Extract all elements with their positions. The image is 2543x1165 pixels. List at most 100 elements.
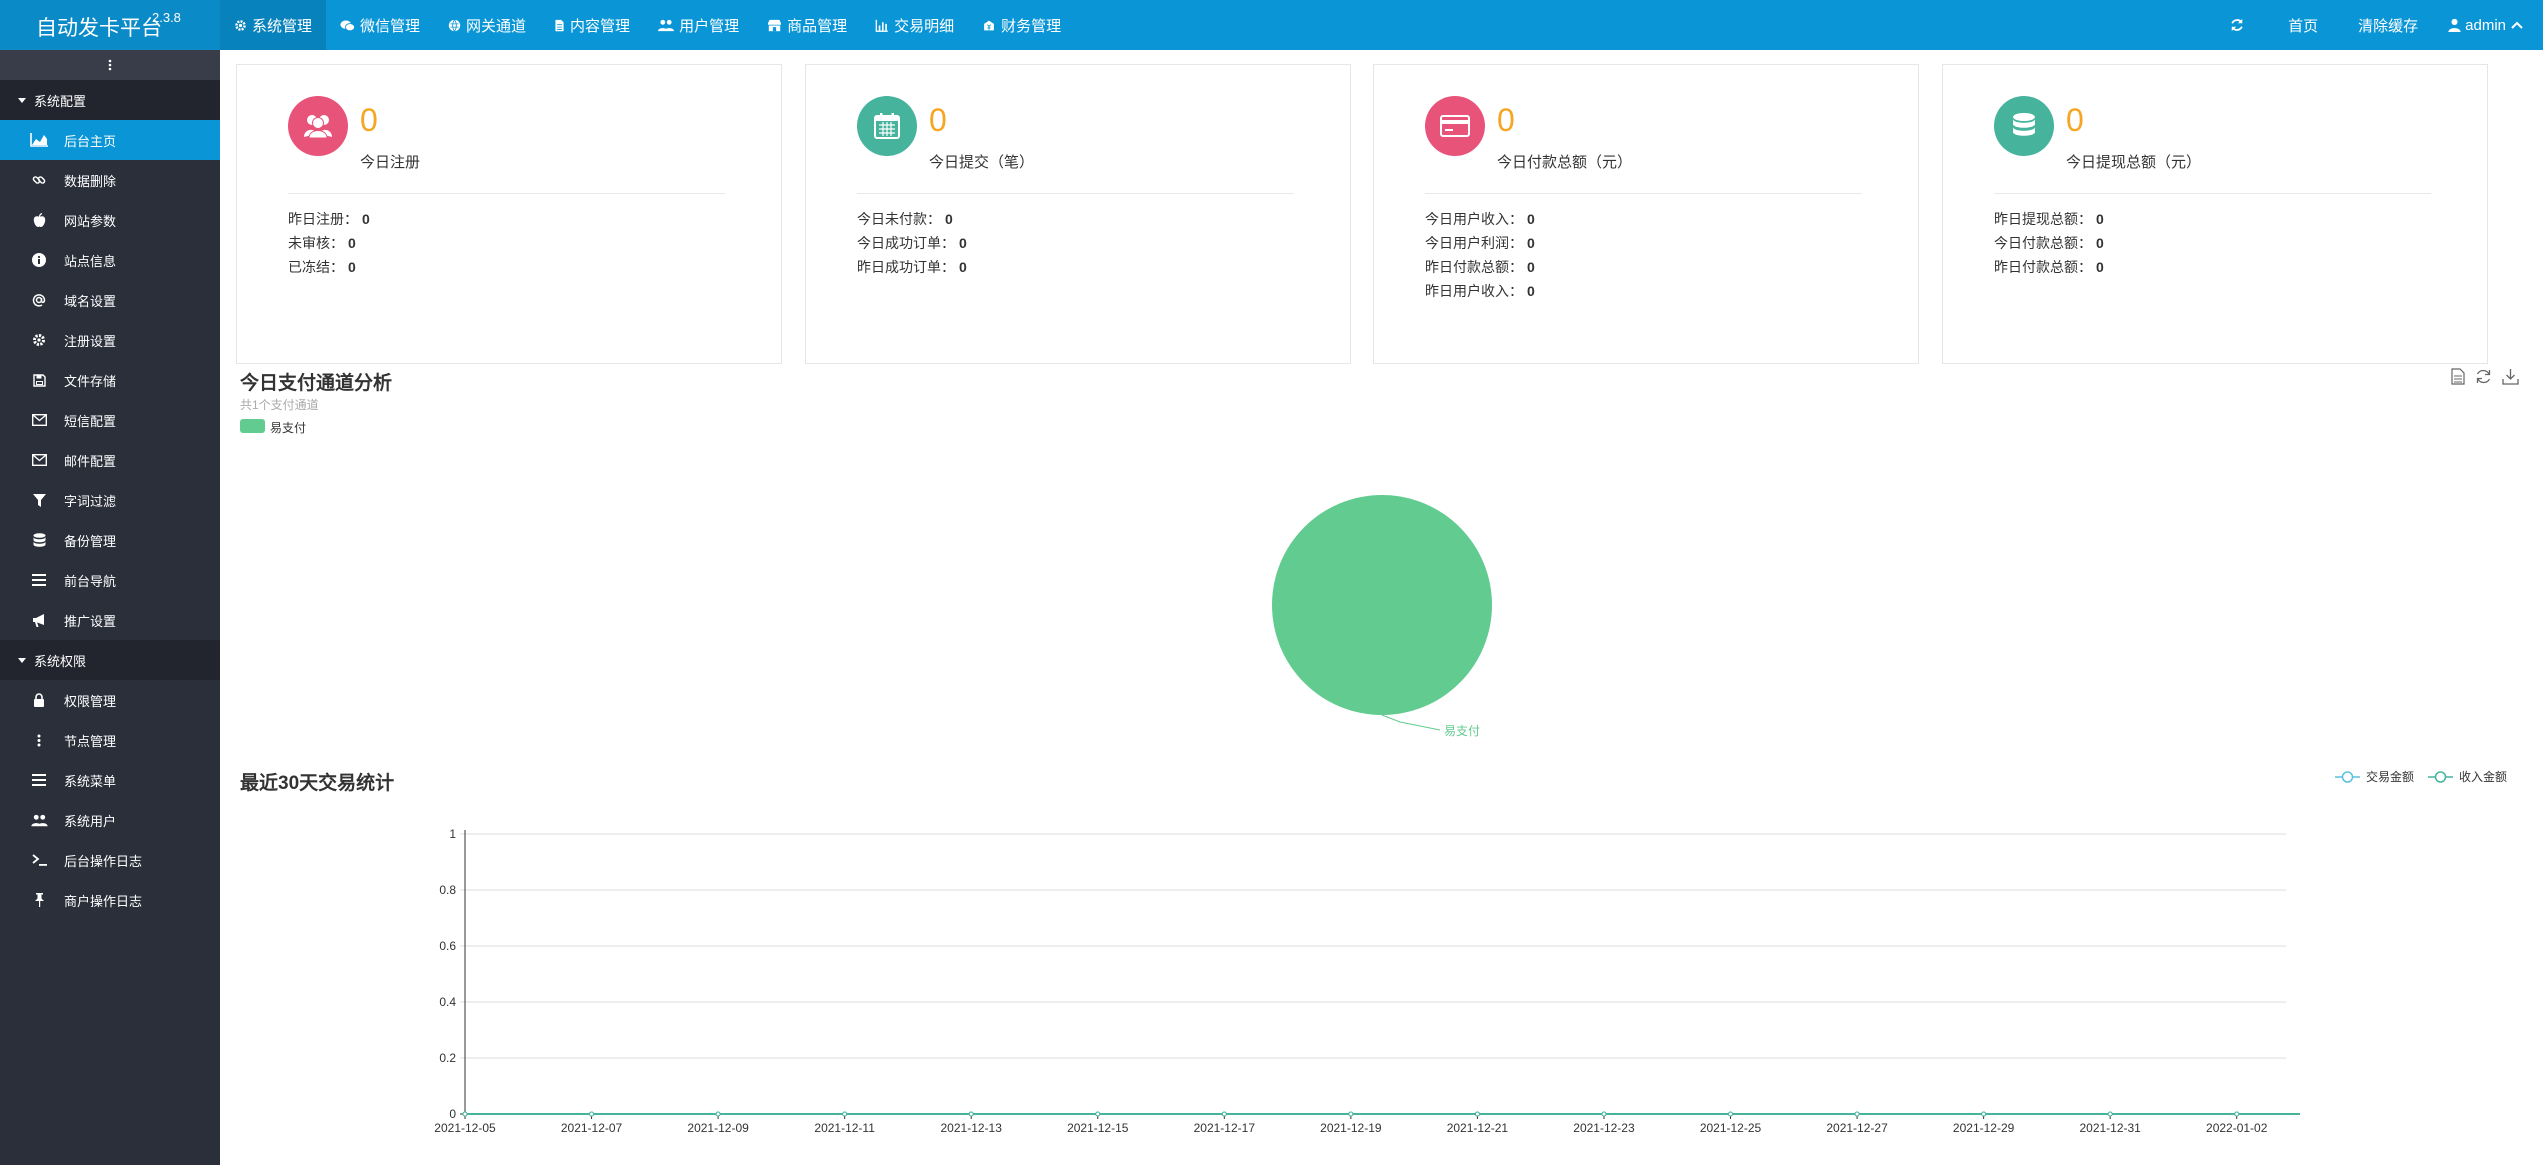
data-point[interactable] [2107,1111,2113,1117]
sidebar-item-domain[interactable]: 域名设置 [0,280,220,320]
data-point[interactable] [462,1111,468,1117]
sidebar-item-promotion[interactable]: 推广设置 [0,600,220,640]
sidebar-item-front-nav[interactable]: 前台导航 [0,560,220,600]
y-tick-label: 0 [449,1107,456,1121]
caret-down-icon [18,657,26,663]
sidebar-item-data-delete[interactable]: 数据删除 [0,160,220,200]
sidebar-collapse-button[interactable] [0,50,220,80]
sidebar-item-menu[interactable]: 系统菜单 [0,760,220,800]
divider [857,193,1294,194]
stat-row-key: 今日成功订单： [857,235,955,251]
sidebar-item-node[interactable]: 节点管理 [0,720,220,760]
legend-item-transactions[interactable]: 交易金额 [2334,768,2414,785]
sidebar-item-label: 短信配置 [64,413,117,429]
sidebar-item-admin-log[interactable]: 后台操作日志 [0,840,220,880]
save-icon [30,371,48,389]
sidebar-item-backup[interactable]: 备份管理 [0,520,220,560]
data-point[interactable] [968,1111,974,1117]
data-point[interactable] [1601,1111,1607,1117]
data-point[interactable] [589,1111,595,1117]
sidebar-item-sys-users[interactable]: 系统用户 [0,800,220,840]
sidebar-item-site-params[interactable]: 网站参数 [0,200,220,240]
nav-system[interactable]: 系统管理 [220,0,327,50]
stat-details: 今日用户收入： 0 今日用户利润： 0 昨日付款总额： 0 昨日用户收入： 0 [1425,207,1535,303]
line-chart-legend: 交易金额 收入金额 [2321,768,2507,785]
data-view-button[interactable] [2451,368,2465,385]
nav-gateway[interactable]: 网关通道 [434,0,540,50]
home-link[interactable]: 首页 [2288,17,2319,35]
data-point[interactable] [1854,1111,1860,1117]
sidebar-item-site-info[interactable]: 站点信息 [0,240,220,280]
save-image-button[interactable] [2502,368,2519,385]
restore-button[interactable] [2475,368,2492,385]
legend-marker [2334,770,2360,783]
sidebar-item-label: 后台主页 [64,133,117,149]
sidebar-group-system-config[interactable]: 系统配置 [0,80,220,120]
pie-slice-label: 易支付 [1444,724,1481,738]
stat-row: 今日付款总额： 0 [1994,231,2104,255]
nav-users[interactable]: 用户管理 [644,0,753,50]
user-menu[interactable]: admin [2448,17,2527,34]
sidebar-item-label: 权限管理 [64,693,117,709]
data-point[interactable] [1095,1111,1101,1117]
sidebar-item-label: 节点管理 [64,733,117,749]
stat-row-key: 昨日成功订单： [857,259,955,275]
nav-finance[interactable]: 财务管理 [968,0,1075,50]
stat-card-submissions: 0 今日提交（笔） 今日未付款： 0 今日成功订单： 0 昨日成功订单： 0 [805,64,1351,364]
nav-label: 交易明细 [894,17,955,35]
chevron-up-icon [2511,21,2523,29]
stat-label: 今日付款总额（元） [1497,154,1633,171]
sidebar-item-register[interactable]: 注册设置 [0,320,220,360]
cog-icon [30,331,48,349]
sidebar-item-label: 文件存储 [64,373,117,389]
sidebar-item-sms[interactable]: 短信配置 [0,400,220,440]
envelope-icon [30,411,48,429]
sidebar-item-label: 字词过滤 [64,493,117,509]
stat-row-value: 0 [945,211,953,227]
data-point[interactable] [715,1111,721,1117]
sidebar-item-label: 前台导航 [64,573,117,589]
data-point[interactable] [842,1111,848,1117]
data-point[interactable] [1728,1111,1734,1117]
data-point[interactable] [1348,1111,1354,1117]
x-tick-label: 2021-12-31 [2079,1121,2141,1135]
ellipsis-vertical-icon [108,59,112,71]
sidebar-item-email[interactable]: 邮件配置 [0,440,220,480]
sidebar-item-permission[interactable]: 权限管理 [0,680,220,720]
nav-wechat[interactable]: 微信管理 [326,0,434,50]
nav-content[interactable]: 内容管理 [540,0,644,50]
sidebar-item-storage[interactable]: 文件存储 [0,360,220,400]
chart-toolbox [2441,368,2519,385]
data-point[interactable] [2234,1111,2240,1117]
clear-cache-link[interactable]: 清除缓存 [2358,17,2419,35]
calendar-icon [874,113,900,139]
pie-legend-swatch[interactable] [240,419,265,433]
nav-transactions[interactable]: 交易明细 [861,0,968,50]
y-tick-label: 1 [449,827,456,841]
sidebar-item-label: 商户操作日志 [64,893,143,909]
data-point[interactable] [1474,1111,1480,1117]
divider [1425,193,1862,194]
pie-legend-label[interactable]: 易支付 [270,421,307,435]
pie-chart-title: 今日支付通道分析 [240,373,393,394]
brand-name: 自动发卡平台 [36,17,162,40]
stat-label: 今日提交（笔） [929,154,1035,171]
brand[interactable]: 自动发卡平台 2.3.8 [0,0,220,50]
legend-item-income[interactable]: 收入金额 [2427,768,2507,785]
pie-chart-subtitle: 共1个支付通道 [240,398,319,412]
refresh-button[interactable] [2230,18,2248,32]
data-point[interactable] [1981,1111,1987,1117]
sidebar-group-system-permission[interactable]: 系统权限 [0,640,220,680]
stat-icon-circle [857,96,917,156]
info-icon [30,251,48,269]
nav-label: 内容管理 [570,17,631,35]
sidebar-item-dashboard[interactable]: 后台主页 [0,120,220,160]
nav-goods[interactable]: 商品管理 [753,0,861,50]
data-point[interactable] [1221,1111,1227,1117]
pie-slice[interactable] [1272,495,1492,715]
sidebar-item-label: 备份管理 [64,533,117,549]
sidebar-item-word-filter[interactable]: 字词过滤 [0,480,220,520]
sidebar-item-merchant-log[interactable]: 商户操作日志 [0,880,220,920]
sidebar: 系统配置 后台主页 数据删除 网站参数 站点信息 域名设置 注册设置 文件存储 … [0,50,220,1165]
database-icon [30,531,48,549]
